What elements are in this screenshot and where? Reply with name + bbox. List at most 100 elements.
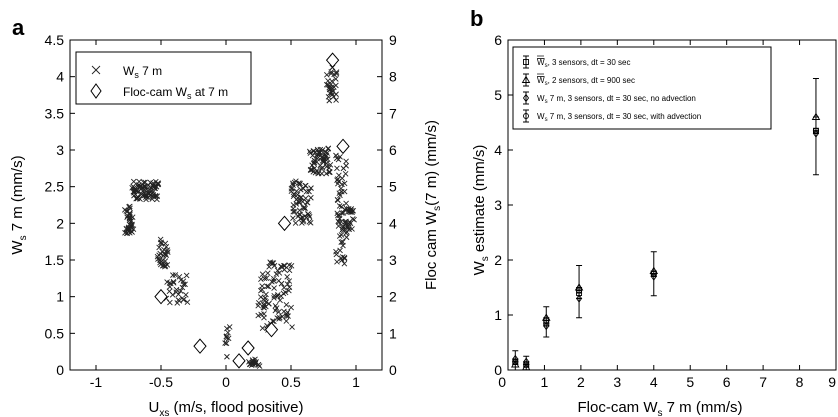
ws-cross-point bbox=[276, 270, 283, 276]
ws-cross-point bbox=[337, 153, 343, 160]
y-right-tick-label: 4 bbox=[389, 215, 397, 231]
ws-cross-point bbox=[283, 302, 290, 308]
ws-cross-point bbox=[263, 291, 269, 298]
ws-cross-point bbox=[336, 203, 343, 209]
y-left-tick-label: 4.5 bbox=[45, 32, 65, 48]
ws-cross-point bbox=[324, 71, 330, 78]
ws-cross-point bbox=[130, 226, 137, 233]
ws-cross-point bbox=[129, 229, 135, 235]
legend-marker-circle bbox=[523, 109, 529, 123]
ws-cross-point bbox=[129, 223, 135, 229]
ws-cross-point bbox=[334, 165, 340, 172]
ws-cross-point bbox=[154, 196, 160, 203]
triangle-marker bbox=[521, 75, 531, 83]
ws-cross-point bbox=[155, 181, 162, 187]
ws-cross-point bbox=[332, 76, 339, 82]
y-tick-label: 1 bbox=[494, 307, 502, 323]
ws-cross-point bbox=[291, 208, 298, 215]
ws-cross-point bbox=[222, 340, 228, 346]
ws-cross-point bbox=[271, 295, 277, 301]
ws-cross-point bbox=[341, 254, 348, 261]
ws-cross-point bbox=[264, 270, 271, 276]
floc-cam-diamond-point bbox=[241, 340, 255, 356]
ws-cross-point bbox=[265, 301, 272, 307]
ws-cross-point bbox=[283, 311, 290, 317]
ws-cross-point bbox=[127, 205, 133, 212]
ws-cross-point bbox=[170, 279, 177, 286]
ws-cross-point bbox=[303, 188, 310, 195]
ws-cross-point bbox=[290, 215, 296, 221]
x-tick-label: 7 bbox=[759, 374, 767, 390]
ws-cross-point bbox=[340, 210, 347, 216]
ws-cross-point bbox=[176, 297, 183, 304]
ws-cross-point bbox=[345, 225, 352, 231]
ws-cross-point bbox=[328, 84, 335, 91]
ws-cross-point bbox=[281, 266, 288, 273]
floc-cam-diamond-point bbox=[193, 338, 207, 354]
ws-cross-point bbox=[282, 289, 289, 296]
ws-cross-point bbox=[126, 210, 133, 216]
ws-cross-point bbox=[341, 260, 348, 267]
ws-cross-point bbox=[271, 262, 278, 269]
ws-cross-point bbox=[319, 147, 326, 153]
ws-cross-point bbox=[297, 215, 304, 222]
ws-cross-point bbox=[223, 335, 230, 341]
ws-cross-point bbox=[341, 180, 348, 187]
ws-cross-point bbox=[333, 91, 339, 98]
panel-a-letter: a bbox=[12, 15, 25, 40]
y-right-tick-label: 8 bbox=[389, 69, 397, 85]
y-tick-label: 3 bbox=[494, 197, 502, 213]
estimate-point-group bbox=[511, 350, 520, 371]
ws-cross-point bbox=[349, 209, 355, 216]
ws-cross-point bbox=[271, 278, 277, 284]
ws-cross-point bbox=[337, 247, 343, 254]
y-tick-label: 5 bbox=[494, 87, 502, 103]
x-tick-label: 1 bbox=[541, 374, 549, 390]
ws-cross-point bbox=[273, 271, 280, 277]
legend-marker-diamond bbox=[522, 91, 530, 105]
panel-a-y-right-ticks: 0 1 2 3 4 5 6 7 8 9 bbox=[377, 32, 397, 378]
x-tick-label: 0.5 bbox=[281, 374, 301, 390]
y-right-tick-label: 3 bbox=[389, 252, 397, 268]
ws-cross-point bbox=[335, 156, 342, 163]
ws-cross-point bbox=[321, 158, 327, 165]
x-tick-label: 3 bbox=[613, 374, 621, 390]
ws-cross-point bbox=[306, 212, 312, 218]
ws-cross-point bbox=[130, 178, 137, 185]
ws-cross-point bbox=[319, 165, 326, 171]
ws-cross-point bbox=[265, 283, 272, 290]
floc-cam-diamond-point bbox=[325, 52, 340, 68]
ws-cross-point bbox=[339, 175, 346, 182]
ws-cross-point bbox=[175, 291, 182, 298]
ws-cross-point bbox=[261, 311, 267, 317]
ws-cross-point bbox=[340, 242, 346, 249]
ws-cross-point bbox=[333, 69, 340, 75]
ws-cross-point bbox=[167, 299, 173, 306]
ws-cross-point bbox=[341, 188, 348, 195]
ws-cross-point bbox=[283, 318, 290, 324]
ws-cross-point bbox=[276, 316, 282, 322]
legend-item-label: Ws 7 m, 3 sensors, dt = 30 sec, with adv… bbox=[537, 112, 701, 123]
ws-cross-point bbox=[162, 258, 169, 264]
ws-cross-point bbox=[279, 313, 286, 320]
ws-cross-point bbox=[290, 208, 297, 215]
ws-cross-point bbox=[289, 185, 296, 192]
y-left-tick-label: 1.5 bbox=[45, 252, 65, 268]
legend-marker-square bbox=[523, 55, 529, 69]
legend-marker-triangle bbox=[521, 73, 531, 87]
ws-cross-point bbox=[270, 275, 277, 282]
panel-a-y-left-ticks: 0 0.5 1 1.5 2 2.5 3 3.5 4 4.5 bbox=[45, 32, 75, 378]
y-left-tick-label: 0 bbox=[56, 362, 64, 378]
ws-cross-point bbox=[162, 240, 169, 247]
y-right-tick-label: 6 bbox=[389, 142, 397, 158]
ws-cross-point bbox=[278, 280, 285, 287]
circle-marker bbox=[576, 287, 583, 294]
ws-cross-point bbox=[323, 170, 330, 177]
panel-b-x-axis-title: Floc-cam Ws 7 m (mm/s) bbox=[578, 399, 743, 417]
x-tick-label: 6 bbox=[723, 374, 731, 390]
panel-a-y-right-title: Floc cam Ws(7 m) (mm/s) bbox=[423, 120, 443, 290]
y-left-tick-label: 2 bbox=[56, 215, 64, 231]
ws-cross-point bbox=[335, 212, 341, 219]
ws-cross-point bbox=[308, 185, 314, 191]
